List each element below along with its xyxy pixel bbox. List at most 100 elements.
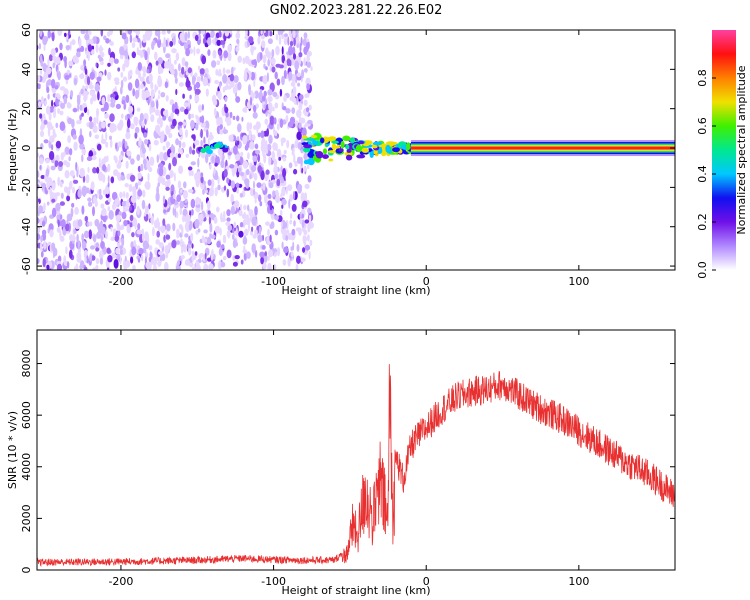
heatmap-cell [206, 149, 213, 155]
heatmap-cell [157, 126, 161, 135]
heatmap-cell [109, 41, 114, 46]
heatmap-cell [99, 250, 104, 260]
heatmap-cell [226, 119, 232, 126]
heatmap-cell [280, 137, 286, 143]
y-tick-label: 20 [20, 102, 33, 116]
x-tick-label: 0 [423, 275, 430, 288]
heatmap-cell [216, 60, 221, 66]
heatmap-cell [166, 143, 169, 149]
heatmap-cell [144, 50, 148, 61]
heatmap-cell [246, 134, 250, 142]
heatmap-cell [152, 226, 155, 237]
heatmap-cell [100, 203, 105, 209]
heatmap-cell [59, 86, 66, 91]
heatmap-cell [190, 161, 196, 166]
heatmap-cell [110, 236, 115, 241]
heatmap-cell [180, 189, 183, 194]
heatmap-cell [224, 30, 230, 37]
heatmap-cell [123, 191, 126, 199]
heatmap-cell [211, 155, 215, 164]
heatmap-cell [97, 90, 100, 101]
heatmap-cell [47, 58, 50, 68]
heatmap-cell [77, 240, 80, 250]
heatmap-cell [93, 234, 97, 243]
heatmap-cell [218, 247, 223, 256]
heatmap-cell [190, 170, 194, 177]
heatmap-cell [143, 132, 148, 138]
heatmap-cell [111, 191, 118, 201]
heatmap-cell [164, 81, 169, 89]
heatmap-cell [137, 180, 142, 186]
heatmap-cell [163, 151, 168, 161]
heatmap-cell [129, 69, 133, 76]
heatmap-cell [279, 118, 284, 128]
heatmap-cell [184, 108, 189, 115]
heatmap-cell [207, 200, 211, 210]
heatmap-cell [163, 209, 167, 214]
heatmap-cell [331, 140, 339, 144]
heatmap-cell [350, 137, 356, 144]
heatmap-cell [162, 145, 166, 151]
heatmap-cell [302, 135, 308, 140]
heatmap-cell [269, 234, 272, 243]
heatmap-cell [200, 175, 204, 184]
heatmap-cell [185, 223, 190, 233]
heatmap-cell [39, 130, 45, 137]
heatmap-cell [125, 160, 129, 169]
heatmap-cell [43, 240, 47, 250]
heatmap-cell [181, 57, 186, 66]
heatmap-cell [240, 171, 244, 177]
heatmap-cell [253, 188, 256, 196]
heatmap-cell [113, 155, 117, 161]
heatmap-cell [296, 72, 301, 78]
heatmap-cell [39, 69, 43, 75]
heatmap-cell [251, 226, 254, 232]
heatmap-cell [46, 79, 53, 86]
heatmap-cell [320, 137, 325, 144]
heatmap-cell [131, 246, 137, 256]
heatmap-cell [233, 221, 237, 228]
heatmap-cell [43, 202, 46, 212]
heatmap-cell [293, 190, 296, 200]
heatmap-cell [68, 148, 73, 156]
heatmap-cell [38, 157, 44, 165]
heatmap-cell [283, 60, 287, 70]
heatmap-cell [100, 107, 106, 112]
heatmap-cell [144, 138, 149, 145]
heatmap-cell [175, 52, 180, 61]
heatmap-cell [222, 67, 226, 75]
heatmap-cell [65, 223, 70, 232]
heatmap-cell [178, 147, 181, 154]
heatmap-cell [146, 206, 149, 214]
heatmap-cell [183, 102, 189, 108]
heatmap-cell [328, 158, 334, 162]
heatmap-cell [302, 235, 308, 243]
heatmap-cell [195, 196, 201, 205]
heatmap-cell [128, 184, 133, 192]
heatmap-cell [139, 40, 142, 49]
spectrogram-panel: -200 -100 0 100 60 40 20 0 -20 -40 -60 Height of … [6, 23, 676, 297]
heatmap-cell [108, 47, 111, 56]
heatmap-cell [172, 35, 176, 46]
heatmap-cell [84, 215, 89, 222]
heatmap-cell [288, 71, 293, 81]
heatmap-cell [46, 201, 50, 206]
heatmap-cell [109, 113, 115, 123]
heatmap-cell [200, 121, 206, 128]
heatmap-cell [257, 234, 263, 243]
heatmap-cell [68, 156, 71, 162]
heatmap-cell [295, 37, 298, 45]
heatmap-cell [244, 228, 249, 236]
heatmap-cell [291, 107, 296, 114]
heatmap-cell [121, 32, 127, 40]
heatmap-cell [220, 159, 225, 169]
heatmap-cell [297, 184, 302, 194]
y-tick-label: 8000 [20, 350, 33, 378]
heatmap-cell [249, 173, 252, 180]
heatmap-cell [205, 88, 209, 97]
heatmap-cell [310, 134, 318, 139]
colorbar-label: Normalized spectral amplitude [735, 65, 748, 234]
heatmap-cell [229, 111, 233, 119]
heatmap-cell [276, 78, 281, 86]
heatmap-cell [75, 218, 79, 228]
